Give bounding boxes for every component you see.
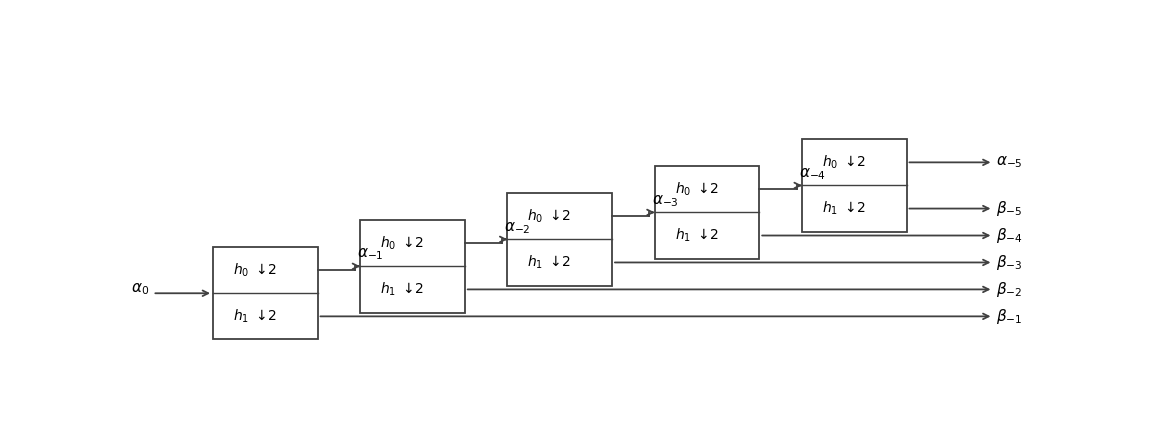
Text: $h_1\ \downarrow\! 2$: $h_1\ \downarrow\! 2$: [822, 200, 866, 217]
Text: $\alpha_{-2}$: $\alpha_{-2}$: [505, 220, 532, 236]
Text: $h_1\ \downarrow\! 2$: $h_1\ \downarrow\! 2$: [380, 281, 424, 298]
Text: $\alpha_{-4}$: $\alpha_{-4}$: [799, 166, 826, 181]
Text: $h_1\ \downarrow\! 2$: $h_1\ \downarrow\! 2$: [233, 308, 277, 325]
Text: $h_0\ \downarrow\! 2$: $h_0\ \downarrow\! 2$: [674, 181, 719, 198]
Text: $h_0\ \downarrow\! 2$: $h_0\ \downarrow\! 2$: [233, 261, 277, 279]
Text: $h_0\ \downarrow\! 2$: $h_0\ \downarrow\! 2$: [822, 154, 866, 171]
Text: $\beta_{-3}$: $\beta_{-3}$: [997, 253, 1023, 272]
Text: $\beta_{-1}$: $\beta_{-1}$: [997, 307, 1023, 326]
Text: $\beta_{-2}$: $\beta_{-2}$: [997, 280, 1023, 299]
Text: $\alpha_{-5}$: $\alpha_{-5}$: [997, 154, 1024, 170]
Text: $h_0\ \downarrow\! 2$: $h_0\ \downarrow\! 2$: [527, 208, 571, 225]
Bar: [654, 166, 760, 259]
Text: $\alpha_{-1}$: $\alpha_{-1}$: [357, 247, 383, 263]
Text: $h_1\ \downarrow\! 2$: $h_1\ \downarrow\! 2$: [527, 254, 571, 271]
Text: $h_0\ \downarrow\! 2$: $h_0\ \downarrow\! 2$: [380, 235, 424, 252]
Text: $\beta_{-4}$: $\beta_{-4}$: [997, 226, 1024, 245]
Text: $\beta_{-5}$: $\beta_{-5}$: [997, 199, 1023, 218]
Text: $h_1\ \downarrow\! 2$: $h_1\ \downarrow\! 2$: [674, 227, 719, 244]
Bar: [360, 220, 464, 312]
Text: $\alpha_0$: $\alpha_0$: [131, 281, 149, 297]
Bar: [802, 139, 907, 232]
Bar: [213, 247, 317, 339]
Text: $\alpha_{-3}$: $\alpha_{-3}$: [652, 193, 679, 208]
Bar: [507, 193, 613, 286]
